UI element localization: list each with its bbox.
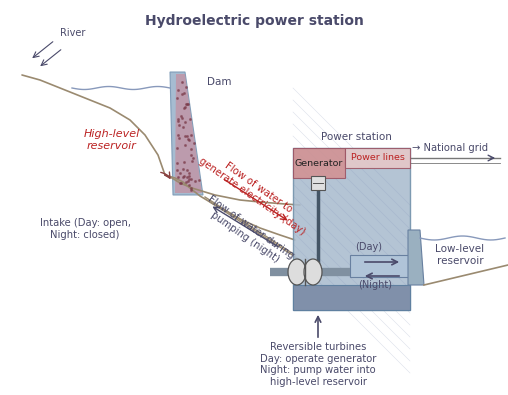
Polygon shape — [175, 74, 202, 193]
Text: → National grid: → National grid — [412, 143, 488, 153]
Bar — [311, 176, 325, 190]
Text: Reversible turbines
Day: operate generator
Night: pump water into
high-level res: Reversible turbines Day: operate generat… — [260, 342, 376, 387]
Bar — [293, 148, 410, 310]
Text: Flow of water during
pumping (night): Flow of water during pumping (night) — [200, 194, 296, 270]
Text: River: River — [60, 28, 85, 38]
Text: High-level
reservoir: High-level reservoir — [84, 129, 140, 151]
Ellipse shape — [288, 259, 306, 285]
Text: Generator: Generator — [295, 158, 343, 167]
Polygon shape — [170, 72, 203, 195]
Text: Hydroelectric power station: Hydroelectric power station — [145, 14, 363, 28]
Text: (Night): (Night) — [358, 280, 392, 290]
Text: Low-level
reservoir: Low-level reservoir — [435, 244, 485, 266]
Bar — [350, 255, 410, 277]
Text: Power station: Power station — [321, 132, 392, 142]
Bar — [293, 285, 410, 310]
Text: Power lines: Power lines — [351, 154, 404, 162]
Polygon shape — [408, 230, 424, 285]
Ellipse shape — [304, 259, 322, 285]
Text: Flow of water to
generate electricity (day): Flow of water to generate electricity (d… — [197, 147, 313, 237]
Text: Intake (Day: open,
Night: closed): Intake (Day: open, Night: closed) — [40, 218, 131, 240]
Bar — [293, 148, 345, 178]
Text: (Day): (Day) — [355, 242, 382, 252]
Text: Dam: Dam — [207, 77, 232, 87]
Bar — [345, 148, 410, 168]
